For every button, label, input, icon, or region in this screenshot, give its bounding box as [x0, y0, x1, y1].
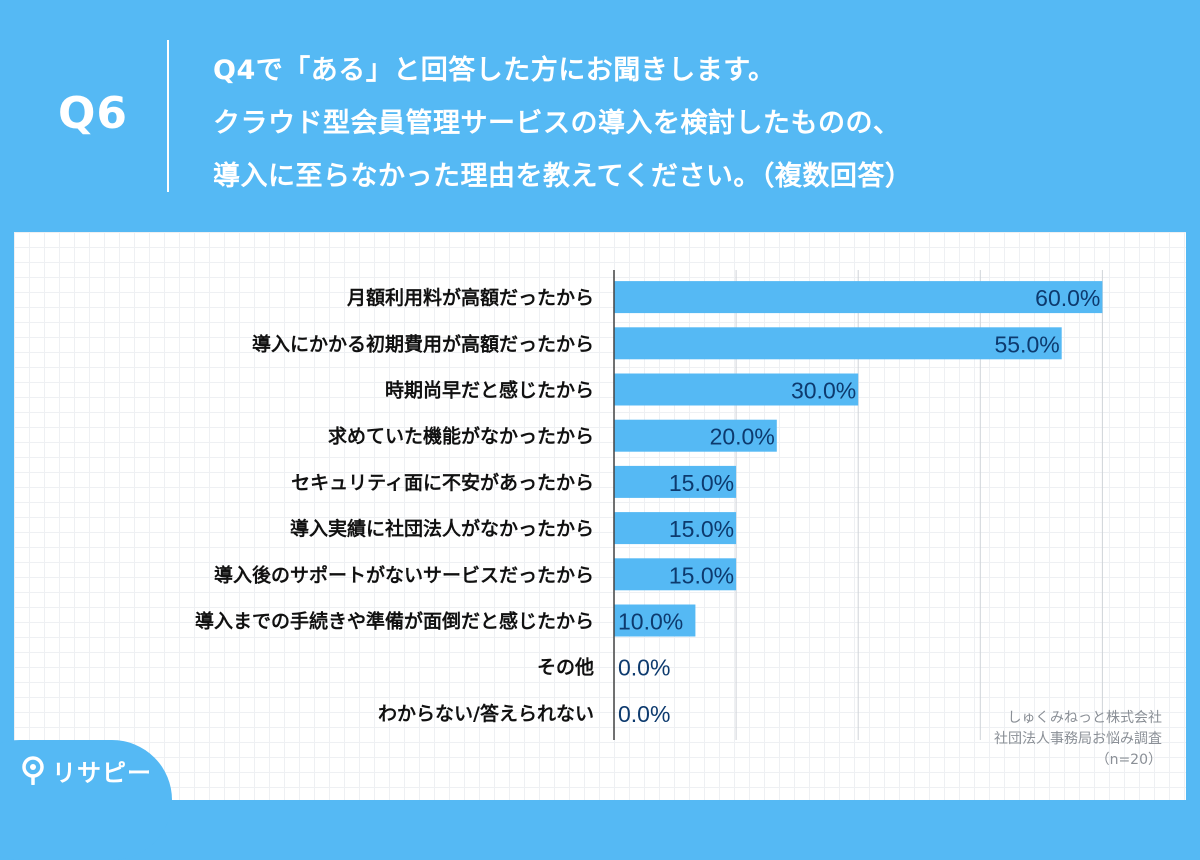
category-label: 導入にかかる初期費用が高額だったから — [252, 332, 594, 355]
bar — [614, 604, 696, 637]
logo-text: リサピー — [52, 758, 152, 787]
value-label: 10.0% — [618, 609, 683, 635]
source-note: しゅくみねっと株式会社 社団法人事務局お悩み調査 （n=20） — [994, 708, 1162, 771]
value-label: 0.0% — [618, 655, 670, 681]
chart-panel: 月額利用料が高額だったから 60.0% 導入にかかる初期費用が高額だったから 55.0… — [14, 232, 1186, 800]
question-line-2: クラウド型会員管理サービスの導入を検討したものの、 — [213, 108, 901, 139]
category-label: 導入実績に社団法人がなかったから — [290, 517, 594, 540]
header: Q6 Q4で「ある」と回答した方にお聞きします。 クラウド型会員管理サービスの導… — [0, 0, 1200, 232]
question-text: Q4で「ある」と回答した方にお聞きします。 クラウド型会員管理サービスの導入を検… — [213, 44, 1173, 203]
logo: リサピー — [20, 752, 152, 788]
bar — [614, 373, 859, 406]
bar-chart: 月額利用料が高額だったから 60.0% 導入にかかる初期費用が高額だったから 55.0… — [195, 270, 1103, 740]
question-line-3: 導入に至らなかった理由を教えてください。（複数回答） — [213, 161, 913, 192]
category-label: 求めていた機能がなかったから — [328, 425, 594, 448]
bar — [614, 281, 1103, 314]
question-line-1: Q4で「ある」と回答した方にお聞きします。 — [213, 55, 776, 86]
source-survey: 社団法人事務局お悩み調査 — [994, 731, 1162, 747]
header-divider — [167, 40, 169, 192]
category-label: セキュリティ面に不安があったから — [291, 471, 594, 494]
bar — [614, 512, 737, 545]
value-label: 60.0% — [1035, 285, 1100, 311]
source-company: しゅくみねっと株式会社 — [1007, 710, 1162, 726]
value-label: 30.0% — [791, 378, 856, 404]
sample-size: （n=20） — [1095, 752, 1162, 768]
category-label: 導入までの手続きや準備が面倒だと感じたから — [195, 610, 594, 633]
bar — [614, 419, 777, 452]
category-label: わからない/答えられない — [378, 702, 594, 725]
category-label: その他 — [537, 656, 594, 679]
map-pin-icon — [22, 756, 44, 785]
value-label: 15.0% — [669, 562, 734, 588]
category-label: 時期尚早だと感じたから — [385, 379, 594, 402]
value-label: 20.0% — [710, 424, 775, 450]
bar — [614, 558, 737, 591]
bar — [614, 465, 737, 498]
value-label: 15.0% — [669, 516, 734, 542]
category-label: 導入後のサポートがないサービスだったから — [214, 563, 594, 586]
bar — [614, 327, 1062, 360]
value-label: 15.0% — [669, 470, 734, 496]
value-label: 55.0% — [994, 331, 1059, 357]
question-number: Q6 — [58, 88, 129, 139]
value-label: 0.0% — [618, 701, 670, 727]
category-label: 月額利用料が高額だったから — [346, 286, 594, 309]
